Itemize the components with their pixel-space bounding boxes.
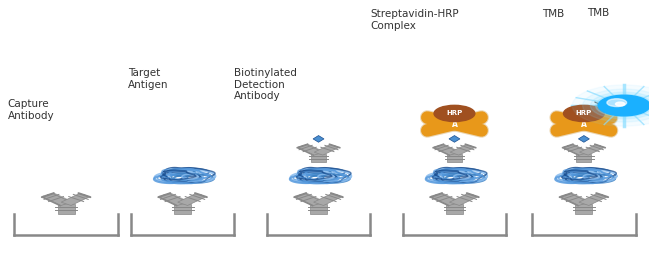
Polygon shape [298,145,323,155]
Circle shape [590,92,650,119]
Circle shape [616,102,625,106]
Circle shape [440,108,469,119]
Bar [174,204,191,214]
Text: Streptavidin-HRP
Complex: Streptavidin-HRP Complex [370,9,459,31]
Circle shape [434,105,475,121]
Polygon shape [159,193,188,205]
Circle shape [569,108,598,119]
Polygon shape [313,193,342,205]
Polygon shape [295,193,324,205]
Bar [575,204,592,214]
Polygon shape [449,135,460,142]
Polygon shape [450,193,478,205]
Bar [446,204,463,214]
Polygon shape [431,193,460,205]
Bar [58,204,75,214]
Polygon shape [313,135,324,142]
Polygon shape [564,145,588,155]
Polygon shape [314,145,339,155]
Text: A: A [581,120,587,129]
Bar [311,154,326,162]
Polygon shape [580,145,604,155]
Circle shape [598,95,650,116]
Text: Biotinylated
Detection
Antibody: Biotinylated Detection Antibody [235,68,297,101]
Polygon shape [177,193,206,205]
Bar [310,204,327,214]
Polygon shape [561,193,589,205]
Text: Capture
Antibody: Capture Antibody [8,99,55,121]
Text: HRP: HRP [447,110,463,116]
Text: HRP: HRP [576,110,592,116]
Circle shape [438,107,471,120]
Circle shape [607,99,627,107]
Polygon shape [434,145,459,155]
Polygon shape [61,193,89,205]
Bar [447,154,462,162]
Circle shape [566,106,603,121]
Polygon shape [579,193,607,205]
Circle shape [595,94,650,117]
Circle shape [564,105,604,121]
Circle shape [582,89,650,122]
Text: TMB: TMB [542,9,564,19]
Text: A: A [452,120,458,129]
Polygon shape [578,135,590,142]
Circle shape [572,85,650,126]
Polygon shape [450,145,475,155]
Circle shape [567,107,600,120]
Polygon shape [43,193,71,205]
Text: TMB: TMB [587,8,610,18]
Circle shape [436,106,473,121]
Text: Target
Antigen: Target Antigen [127,68,168,90]
Bar [577,154,592,162]
